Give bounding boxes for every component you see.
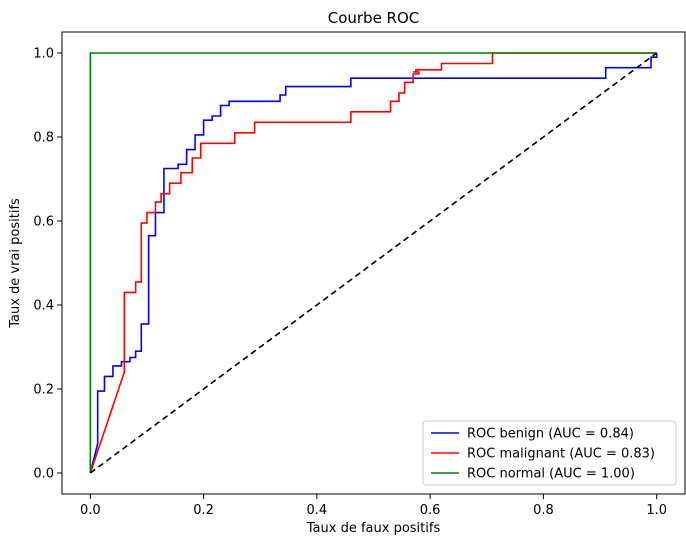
x-tick-label: 0.8 (533, 503, 554, 518)
ticks-layer: 0.0 0.2 0.4 0.6 0.8 1.0 0.0 0.2 0.4 0.6 0.8 1.0 (33, 47, 667, 519)
y-tick-label: 0.8 (33, 131, 54, 146)
legend: ROC benign (AUC = 0.84) ROC malignant (AU… (422, 420, 677, 486)
legend-entry: ROC malignant (AUC = 0.83) (467, 447, 655, 462)
legend-entry: ROC benign (AUC = 0.84) (467, 427, 634, 442)
y-axis-label: Taux de vrai positifs (8, 198, 23, 329)
y-tick-label: 0.2 (33, 383, 54, 398)
y-tick-label: 0.4 (33, 299, 54, 314)
series-layer (89, 52, 658, 474)
x-tick-label: 1.0 (646, 503, 667, 518)
y-tick-label: 1.0 (33, 47, 54, 62)
chart-title: Courbe ROC (328, 9, 420, 27)
x-tick-label: 0.0 (80, 503, 101, 518)
plot-frame (61, 31, 686, 495)
y-tick-label: 0.6 (33, 215, 54, 230)
x-axis-label: Taux de faux positifs (306, 521, 441, 536)
x-tick-label: 0.6 (420, 503, 441, 518)
legend-box (422, 420, 677, 486)
roc-line-normal (89, 52, 657, 473)
x-tick-label: 0.4 (307, 503, 328, 518)
diagonal-reference-line (89, 52, 658, 474)
roc-line-malignant (89, 52, 657, 474)
roc-line-benign (89, 53, 658, 474)
legend-entry: ROC normal (AUC = 1.00) (467, 467, 635, 482)
x-tick-label: 0.2 (193, 503, 214, 518)
y-tick-label: 0.0 (33, 467, 54, 482)
